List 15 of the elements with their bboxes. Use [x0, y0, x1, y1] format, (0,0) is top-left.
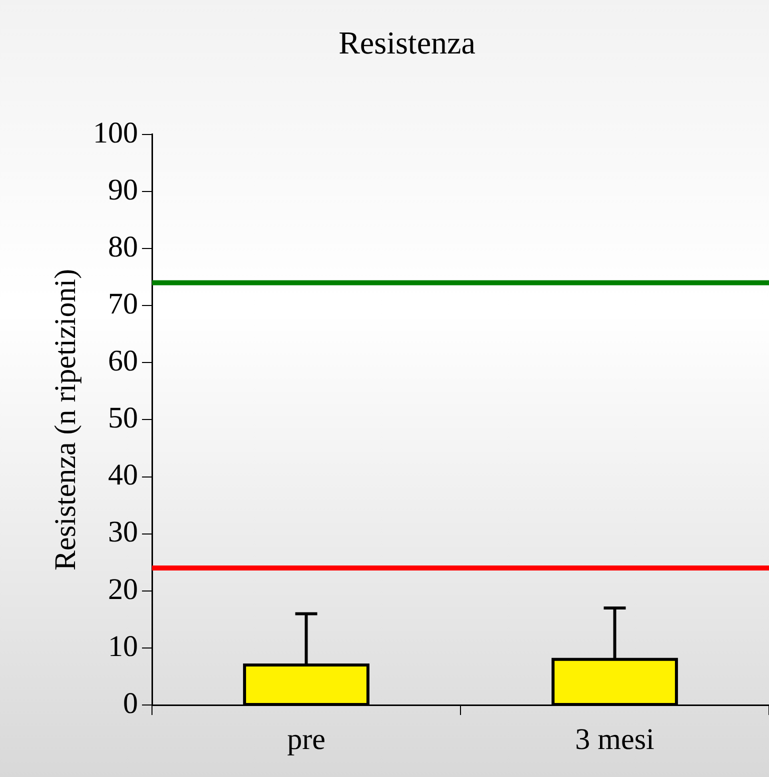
x-tick-label: 3 mesi [575, 722, 654, 756]
y-tick-label: 0 [123, 686, 138, 720]
y-tick-label: 10 [108, 630, 138, 663]
y-tick-label: 60 [108, 344, 138, 378]
chart-title: Resistenza [338, 24, 476, 61]
y-tick-label: 20 [108, 572, 138, 606]
y-tick-label: 80 [108, 230, 138, 264]
y-tick-label: 40 [108, 458, 138, 492]
y-tick-label: 100 [93, 116, 138, 150]
y-tick-label: 90 [108, 173, 138, 206]
x-tick-label: pre [287, 722, 326, 756]
y-tick-label: 70 [108, 287, 138, 320]
y-tick-label: 30 [108, 516, 138, 549]
y-axis-title: Resistenza (n ripetizioni) [48, 268, 82, 570]
y-tick-label: 50 [108, 402, 138, 435]
